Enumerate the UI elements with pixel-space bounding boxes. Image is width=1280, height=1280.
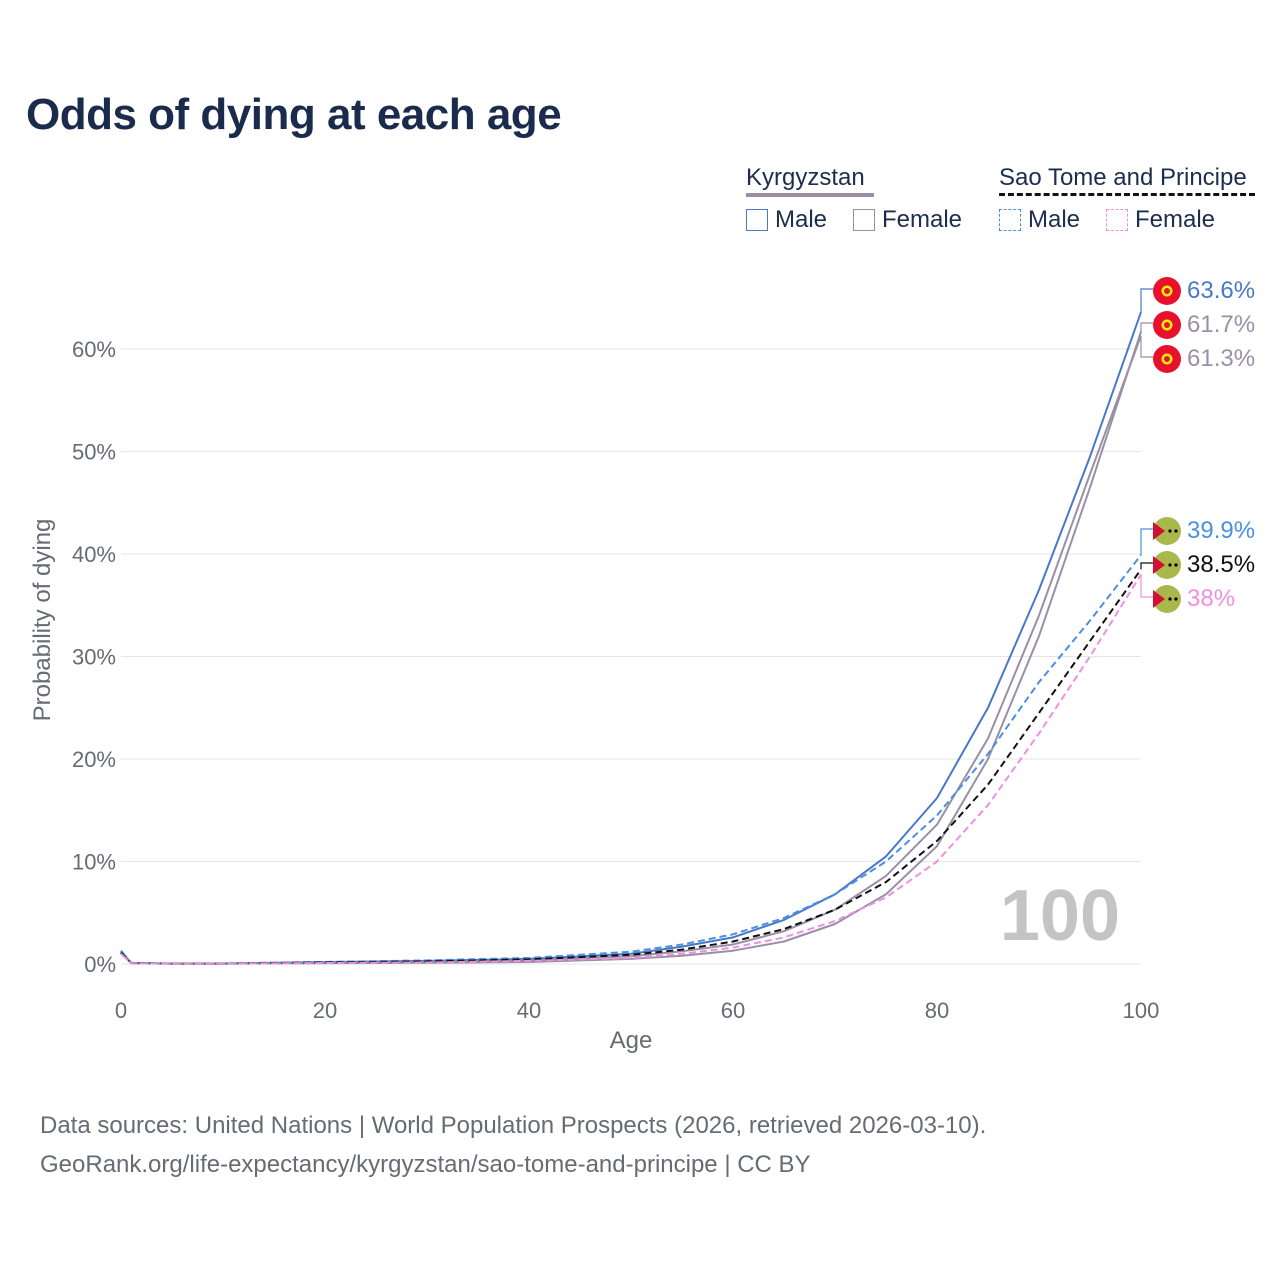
legend-underline-sao-tome bbox=[999, 193, 1255, 196]
legend-swatch-sao-tome-female bbox=[1106, 209, 1128, 231]
source-line-2[interactable]: GeoRank.org/life-expectancy/kyrgyzstan/s… bbox=[40, 1151, 811, 1178]
sao-tome-and-principe-flag-icon bbox=[1153, 517, 1181, 545]
legend-item-kyrgyzstan-male[interactable]: Male bbox=[746, 206, 827, 234]
end-label-connector bbox=[1140, 528, 1153, 555]
end-label-connector bbox=[1140, 322, 1153, 332]
legend-label-kyrgyzstan-female: Female bbox=[882, 206, 963, 233]
legend-label-sao-tome-male: Male bbox=[1028, 206, 1081, 233]
source-line-1: Data sources: United Nations | World Pop… bbox=[40, 1112, 987, 1139]
end-label-sao-tome-and-principe-male: 39.9% bbox=[1187, 517, 1255, 544]
source-note: Data sources: United Nations | World Pop… bbox=[40, 1106, 986, 1184]
kyrgyzstan-flag-icon bbox=[1153, 311, 1181, 339]
x-tick-label: 60 bbox=[721, 998, 745, 1023]
end-label-kyrgyzstan-female: 61.7% bbox=[1187, 311, 1255, 338]
x-tick-label: 80 bbox=[925, 998, 949, 1023]
y-tick-label: 30% bbox=[72, 645, 116, 670]
line-chart: 100 0% 10% 20% 30% 40% 50% 60% 0 20 40 60 80 100 Pr… bbox=[29, 277, 1255, 1054]
legend-group-kyrgyzstan: Kyrgyzstan bbox=[746, 164, 874, 197]
legend-label-kyrgyzstan-male: Male bbox=[775, 206, 828, 233]
kyrgyzstan-flag-icon bbox=[1153, 345, 1181, 373]
legend-swatch-kyrgyzstan-male bbox=[746, 209, 768, 231]
x-tick-label: 0 bbox=[115, 998, 127, 1023]
end-label-sao-tome-and-principe-total: 38.5% bbox=[1187, 551, 1255, 578]
series-lines bbox=[120, 311, 1142, 965]
y-tick-label: 0% bbox=[84, 952, 116, 977]
year-watermark: 100 bbox=[1000, 876, 1120, 956]
series-line-sao-tome-and-principe-total[interactable] bbox=[120, 568, 1142, 965]
x-axis-label: Age bbox=[610, 1027, 653, 1054]
legend-swatch-kyrgyzstan-female bbox=[853, 209, 875, 231]
y-tick-label: 20% bbox=[72, 747, 116, 772]
x-tick-label: 40 bbox=[517, 998, 541, 1023]
series-line-kyrgyzstan-total[interactable] bbox=[120, 335, 1142, 965]
sao-tome-and-principe-flag-icon bbox=[1153, 551, 1181, 579]
end-label-kyrgyzstan-male: 63.6% bbox=[1187, 277, 1255, 304]
end-label-connector bbox=[1140, 335, 1153, 358]
kyrgyzstan-flag-icon bbox=[1153, 277, 1181, 305]
series-line-sao-tome-and-principe-male[interactable] bbox=[120, 554, 1142, 965]
legend-underline-kyrgyzstan bbox=[746, 193, 874, 197]
legend-group-title-kyrgyzstan: Kyrgyzstan bbox=[746, 164, 865, 191]
legend-item-sao-tome-male[interactable]: Male bbox=[999, 206, 1080, 234]
legend-label-sao-tome-female: Female bbox=[1135, 206, 1216, 233]
end-labels: 63.6% 61.7% 61.3% 39.9% 38.5% 38% bbox=[1140, 277, 1255, 613]
y-tick-label: 50% bbox=[72, 440, 116, 465]
grid-lines bbox=[121, 348, 1141, 965]
series-line-kyrgyzstan-male[interactable] bbox=[120, 311, 1142, 965]
x-tick-label: 100 bbox=[1123, 998, 1160, 1023]
sao-tome-and-principe-flag-icon bbox=[1153, 585, 1181, 613]
x-axis-ticks: 0 20 40 60 80 100 bbox=[115, 998, 1159, 1023]
end-label-connector bbox=[1140, 288, 1153, 313]
legend-swatch-sao-tome-male bbox=[999, 209, 1021, 231]
legend-item-sao-tome-female[interactable]: Female bbox=[1106, 206, 1215, 234]
end-label-connector bbox=[1140, 562, 1153, 570]
end-label-connector bbox=[1140, 574, 1153, 598]
end-label-kyrgyzstan-total: 61.3% bbox=[1187, 345, 1255, 372]
series-line-kyrgyzstan-female[interactable] bbox=[120, 331, 1142, 965]
legend-item-kyrgyzstan-female[interactable]: Female bbox=[853, 206, 962, 234]
y-tick-label: 10% bbox=[72, 850, 116, 875]
legend-group-title-sao-tome: Sao Tome and Principe bbox=[999, 164, 1247, 191]
x-tick-label: 20 bbox=[313, 998, 337, 1023]
y-tick-label: 60% bbox=[72, 337, 116, 362]
y-axis-label: Probability of dying bbox=[29, 519, 56, 722]
y-tick-label: 40% bbox=[72, 542, 116, 567]
series-line-sao-tome-and-principe-female[interactable] bbox=[120, 573, 1142, 965]
end-label-sao-tome-and-principe-female: 38% bbox=[1187, 585, 1235, 612]
legend-group-sao-tome: Sao Tome and Principe bbox=[999, 164, 1255, 196]
y-axis-ticks: 0% 10% 20% 30% 40% 50% 60% bbox=[72, 337, 116, 977]
chart-title: Odds of dying at each age bbox=[26, 90, 562, 139]
